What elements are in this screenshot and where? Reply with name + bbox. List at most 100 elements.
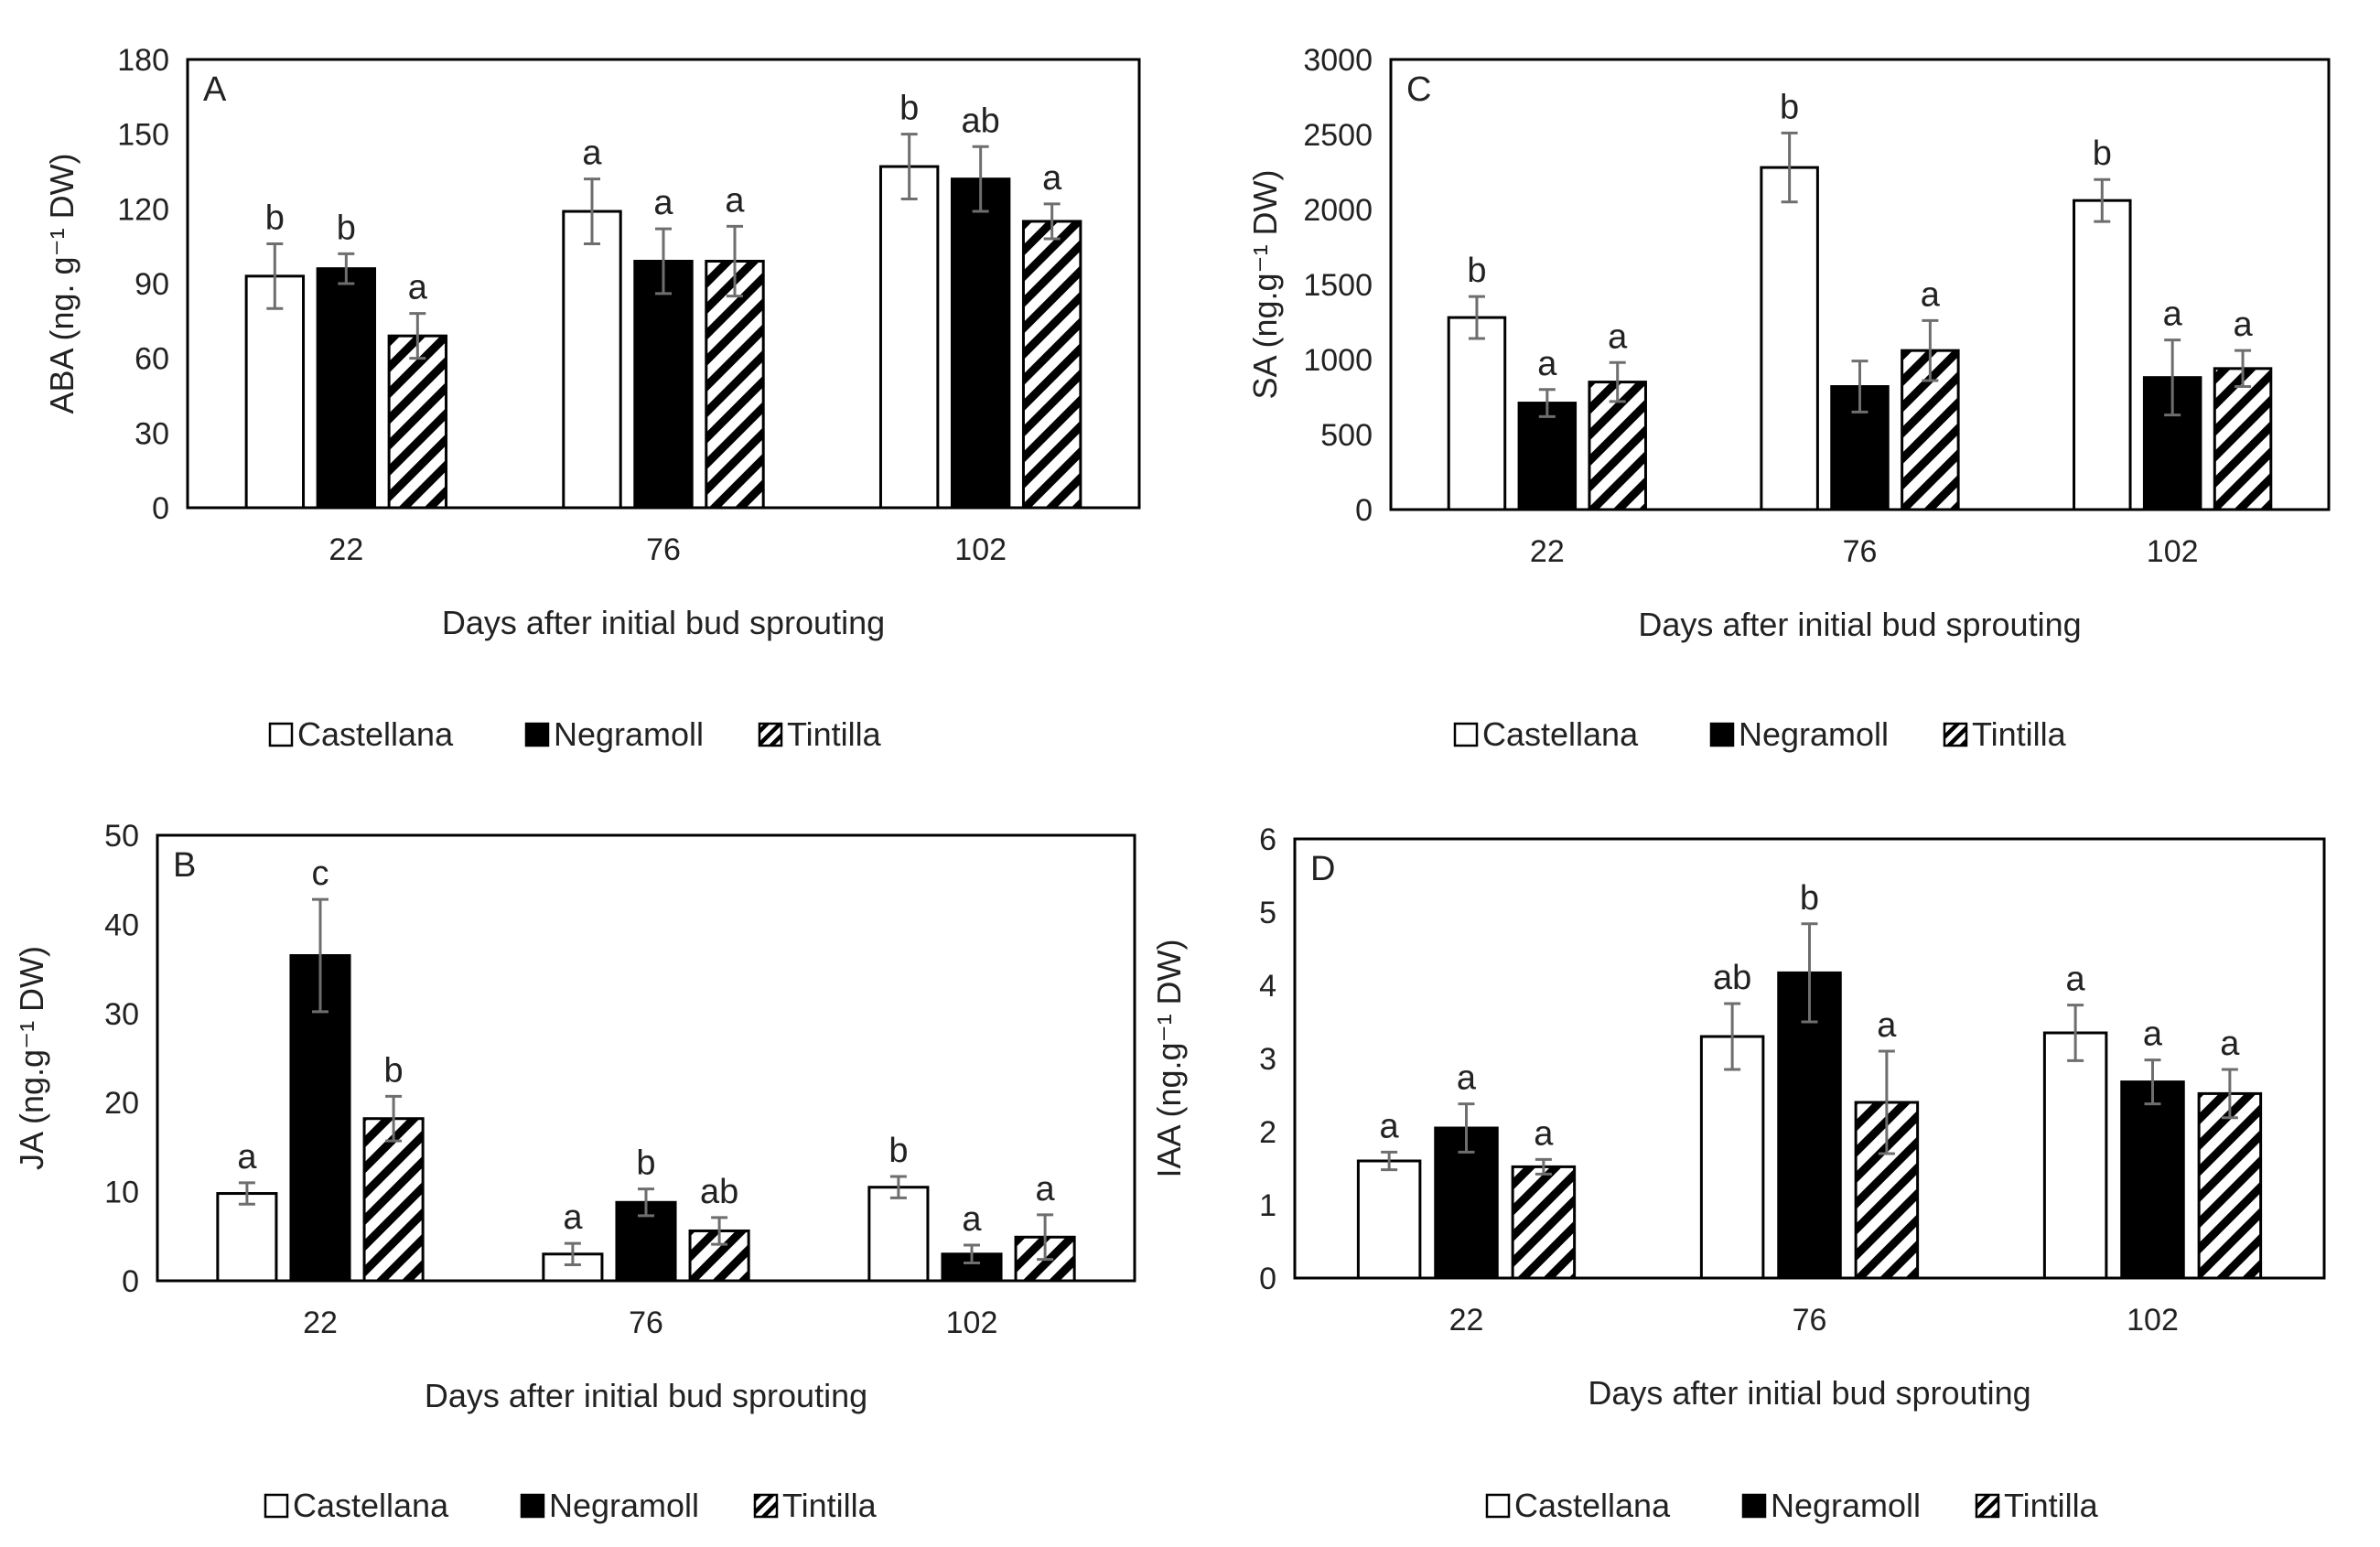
error-bar-tintilla-76	[1878, 1049, 1895, 1155]
significance-letter: a	[1877, 1006, 1897, 1045]
error-bar-negramoll-76	[1801, 922, 1818, 1024]
error-bar-castellana-76	[1781, 131, 1798, 204]
bar-tintilla-22	[1588, 381, 1647, 511]
bar-negramoll-102	[950, 177, 1011, 510]
error-bar-tintilla-102	[1043, 202, 1061, 241]
bar-castellana-102	[2042, 1031, 2108, 1280]
legend-label-negramoll: Negramoll	[1739, 715, 1889, 753]
bar-castellana-22	[216, 1192, 278, 1283]
y-tick-label: 6	[1259, 822, 1276, 857]
y-tick-label: 40	[104, 908, 139, 942]
significance-letter: b	[888, 1132, 908, 1170]
x-tick-label: 22	[328, 532, 363, 567]
legend-label-tintilla: Tintilla	[782, 1487, 878, 1524]
error-bar-negramoll-22	[338, 252, 355, 285]
significance-letter: a	[2233, 306, 2253, 344]
x-axis-title-b: Days after initial bud sprouting	[425, 1377, 867, 1414]
bar-tintilla-102	[1021, 220, 1082, 510]
significance-letter: a	[653, 184, 673, 222]
x-axis-title-d: Days after initial bud sprouting	[1588, 1374, 2030, 1412]
significance-letter: a	[1921, 275, 1941, 314]
legend-swatch-castellana	[1453, 722, 1479, 747]
bar-castellana-22	[1356, 1159, 1422, 1280]
panel-letter-d: D	[1310, 850, 1335, 888]
significance-letter: ab	[1713, 959, 1751, 997]
y-tick-label: 10	[104, 1176, 139, 1210]
significance-letter: a	[2220, 1025, 2240, 1063]
legend-label-negramoll: Negramoll	[554, 715, 704, 753]
y-tick-label: 1	[1259, 1188, 1276, 1223]
error-bar-castellana-102	[2067, 1004, 2084, 1062]
y-tick-label: 0	[122, 1264, 139, 1299]
x-tick-label: 102	[2147, 534, 2199, 569]
bar-tintilla-22	[362, 1117, 425, 1283]
significance-letter: a	[1042, 159, 1062, 198]
error-bar-negramoll-76	[655, 227, 672, 295]
bar-negramoll-22	[316, 267, 377, 510]
x-tick-label: 76	[1843, 534, 1878, 569]
legend-b: Castellana Negramoll Tintilla	[264, 1487, 878, 1524]
error-bar-negramoll-102	[2144, 1058, 2161, 1106]
bar-castellana-22	[1447, 316, 1507, 511]
significance-letter: a	[2066, 961, 2086, 999]
error-bar-castellana-76	[564, 1241, 581, 1266]
significance-letter: b	[899, 90, 919, 128]
significance-letter: b	[1800, 879, 1819, 918]
error-bar-negramoll-22	[1538, 388, 1556, 418]
bar-castellana-102	[878, 165, 940, 510]
error-bar-castellana-22	[266, 242, 284, 310]
significance-letter: b	[2093, 134, 2112, 173]
bar-negramoll-102	[2120, 1080, 2185, 1280]
error-bar-castellana-102	[900, 133, 918, 200]
legend-d: Castellana Negramoll Tintilla	[1485, 1487, 2099, 1524]
error-bar-tintilla-22	[409, 312, 426, 360]
legend-label-tintilla: Tintilla	[1972, 715, 2067, 753]
error-bar-negramoll-102	[2164, 338, 2181, 417]
chart-panel-c: C 0 500 1000 1500 2000 2500 3000 SA (ng.g⁻¹ DW) D…	[1246, 43, 2331, 753]
legend-swatch-tintilla	[753, 1493, 779, 1519]
y-tick-label: 2000	[1303, 193, 1373, 228]
significance-letter: a	[1608, 317, 1628, 356]
significance-letter: a	[582, 134, 602, 173]
y-tick-label: 150	[117, 118, 169, 153]
significance-letter: a	[408, 269, 428, 307]
legend-swatch-tintilla	[1975, 1493, 2000, 1519]
x-axis-title-c: Days after initial bud sprouting	[1638, 606, 2081, 643]
bar-negramoll-76	[1777, 971, 1842, 1280]
significance-letter: b	[384, 1051, 404, 1090]
error-bar-negramoll-102	[972, 145, 989, 213]
legend-c: Castellana Negramoll Tintilla	[1453, 715, 2067, 753]
significance-letter: b	[1780, 88, 1799, 126]
error-bar-negramoll-102	[964, 1243, 980, 1265]
y-tick-label: 5	[1259, 896, 1276, 930]
significance-letter: a	[1457, 1059, 1477, 1098]
error-bar-tintilla-76	[727, 224, 743, 298]
chart-panel-d: D 0 1 2 3 4 5 6 IAA (ng.g⁻¹ DW) Days after initia…	[1150, 822, 2326, 1524]
panel-letter-c: C	[1406, 70, 1431, 109]
legend-label-negramoll: Negramoll	[1771, 1487, 1921, 1524]
y-tick-label: 30	[104, 997, 139, 1032]
y-tick-label: 30	[135, 416, 169, 451]
y-tick-label: 3000	[1303, 43, 1373, 78]
bar-negramoll-22	[1517, 402, 1578, 511]
y-tick-label: 2	[1259, 1115, 1276, 1150]
error-bar-castellana-102	[889, 1175, 907, 1199]
significance-letter: ab	[700, 1173, 738, 1211]
significance-letter: c	[312, 854, 329, 893]
y-tick-label: 60	[135, 342, 169, 377]
legend-swatch-negramoll	[524, 722, 550, 747]
x-tick-label: 22	[1449, 1303, 1484, 1338]
bar-tintilla-22	[387, 334, 448, 510]
y-tick-label: 0	[1355, 493, 1373, 528]
significance-letter: a	[563, 1198, 583, 1237]
legend-swatch-negramoll	[1709, 722, 1735, 747]
legend-swatch-castellana	[1485, 1493, 1511, 1519]
y-axis-title-a: ABA (ng. g⁻¹ DW)	[43, 153, 81, 414]
error-bar-castellana-102	[2094, 177, 2111, 223]
legend-a: Castellana Negramoll Tintilla	[268, 715, 882, 753]
x-tick-label: 22	[1530, 534, 1565, 569]
bar-castellana-22	[244, 274, 306, 510]
x-tick-label: 102	[954, 532, 1007, 567]
bar-castellana-76	[562, 209, 622, 510]
legend-swatch-castellana	[264, 1493, 289, 1519]
